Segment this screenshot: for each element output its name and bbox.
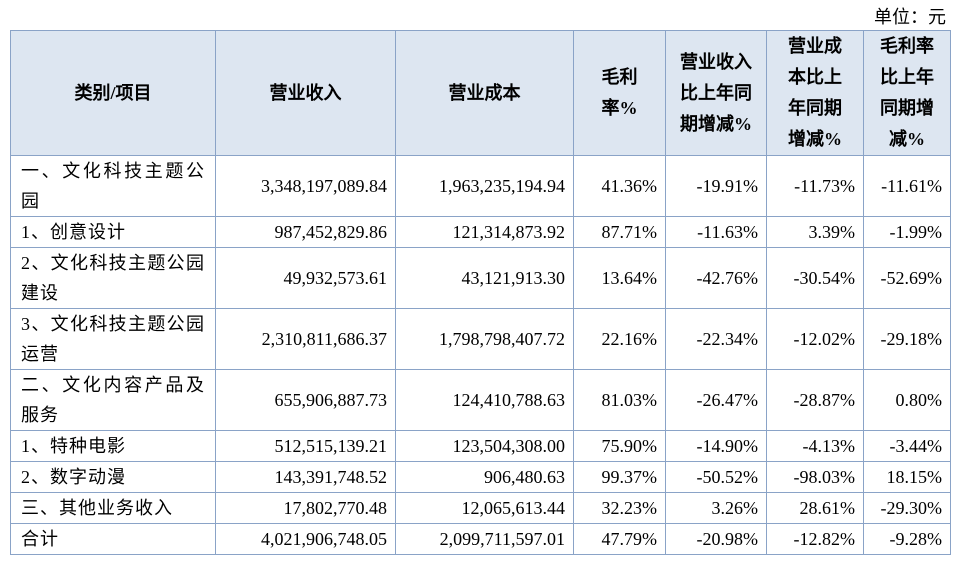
value-cell: 1,963,235,194.94 — [395, 155, 574, 217]
value-cell: -42.76% — [665, 247, 767, 309]
unit-label: 单位：元 — [874, 7, 946, 27]
value-cell: 987,452,829.86 — [215, 216, 396, 248]
value-cell: -11.73% — [766, 155, 864, 217]
header-row: 类别/项目 营业收入 营业成本 毛利率% 营业收入比上年同期增减% 营业成本比上年同期增减… — [10, 30, 951, 156]
table-row: 合计 4,021,906,748.05 2,099,711,597.01 47.79%… — [10, 523, 951, 555]
table-row: 3、文化科技主题公园运营 2,310,811,686.37 1,798,798,40… — [10, 308, 951, 370]
category-cell: 一、文化科技主题公园 — [10, 155, 216, 217]
value-cell: 41.36% — [573, 155, 666, 217]
value-cell: 4,021,906,748.05 — [215, 523, 396, 555]
value-cell: -98.03% — [766, 461, 864, 493]
value-cell: 28.61% — [766, 492, 864, 524]
value-cell: 3,348,197,089.84 — [215, 155, 396, 217]
value-cell: 49,932,573.61 — [215, 247, 396, 309]
value-cell: 2,099,711,597.01 — [395, 523, 574, 555]
value-cell: -22.34% — [665, 308, 767, 370]
value-cell: 22.16% — [573, 308, 666, 370]
category-cell: 1、特种电影 — [10, 430, 216, 462]
value-cell: 2,310,811,686.37 — [215, 308, 396, 370]
value-cell: 3.26% — [665, 492, 767, 524]
table-row: 二、文化内容产品及服务 655,906,887.73 124,410,788.63 8… — [10, 369, 951, 431]
value-cell: 81.03% — [573, 369, 666, 431]
table-body: 一、文化科技主题公园 3,348,197,089.84 1,963,235,194.… — [10, 155, 951, 555]
value-cell: 32.23% — [573, 492, 666, 524]
table-row: 1、特种电影 512,515,139.21 123,504,308.00 75.90%… — [10, 430, 951, 462]
value-cell: 99.37% — [573, 461, 666, 493]
value-cell: -12.82% — [766, 523, 864, 555]
value-cell: 75.90% — [573, 430, 666, 462]
value-cell: 143,391,748.52 — [215, 461, 396, 493]
header-cell: 毛利率比上年同期增减% — [863, 30, 951, 156]
value-cell: -50.52% — [665, 461, 767, 493]
value-cell: 124,410,788.63 — [395, 369, 574, 431]
value-cell: -52.69% — [863, 247, 951, 309]
category-cell: 3、文化科技主题公园运营 — [10, 308, 216, 370]
value-cell: -1.99% — [863, 216, 951, 248]
table-row: 三、其他业务收入 17,802,770.48 12,065,613.44 32.23%… — [10, 492, 951, 524]
category-cell: 1、创意设计 — [10, 216, 216, 248]
value-cell: -12.02% — [766, 308, 864, 370]
value-cell: -11.63% — [665, 216, 767, 248]
category-cell: 二、文化内容产品及服务 — [10, 369, 216, 431]
value-cell: 3.39% — [766, 216, 864, 248]
header-cell: 营业成本 — [395, 30, 574, 156]
value-cell: 17,802,770.48 — [215, 492, 396, 524]
value-cell: -30.54% — [766, 247, 864, 309]
value-cell: 512,515,139.21 — [215, 430, 396, 462]
value-cell: -28.87% — [766, 369, 864, 431]
value-cell: -19.91% — [665, 155, 767, 217]
value-cell: 43,121,913.30 — [395, 247, 574, 309]
value-cell: 18.15% — [863, 461, 951, 493]
value-cell: 12,065,613.44 — [395, 492, 574, 524]
table-row: 2、数字动漫 143,391,748.52 906,480.63 99.37% -50.… — [10, 461, 951, 493]
value-cell: 123,504,308.00 — [395, 430, 574, 462]
value-cell: 655,906,887.73 — [215, 369, 396, 431]
value-cell: 87.71% — [573, 216, 666, 248]
header-cell: 营业成本比上年同期增减% — [766, 30, 864, 156]
table-row: 1、创意设计 987,452,829.86 121,314,873.92 87.71%… — [10, 216, 951, 248]
value-cell: -9.28% — [863, 523, 951, 555]
value-cell: -11.61% — [863, 155, 951, 217]
value-cell: -20.98% — [665, 523, 767, 555]
table-row: 2、文化科技主题公园建设 49,932,573.61 43,121,913.30 13… — [10, 247, 951, 309]
category-cell: 2、文化科技主题公园建设 — [10, 247, 216, 309]
value-cell: 13.64% — [573, 247, 666, 309]
value-cell: -29.30% — [863, 492, 951, 524]
category-cell: 合计 — [10, 523, 216, 555]
header-cell: 营业收入比上年同期增减% — [665, 30, 767, 156]
table-row: 一、文化科技主题公园 3,348,197,089.84 1,963,235,194.… — [10, 155, 951, 217]
category-cell: 2、数字动漫 — [10, 461, 216, 493]
category-cell: 三、其他业务收入 — [10, 492, 216, 524]
value-cell: -29.18% — [863, 308, 951, 370]
value-cell: 47.79% — [573, 523, 666, 555]
header-cell: 毛利率% — [573, 30, 666, 156]
value-cell: -4.13% — [766, 430, 864, 462]
value-cell: -26.47% — [665, 369, 767, 431]
value-cell: 121,314,873.92 — [395, 216, 574, 248]
value-cell: 0.80% — [863, 369, 951, 431]
value-cell: -3.44% — [863, 430, 951, 462]
value-cell: 1,798,798,407.72 — [395, 308, 574, 370]
header-cell: 营业收入 — [215, 30, 396, 156]
header-cell: 类别/项目 — [10, 30, 216, 156]
value-cell: 906,480.63 — [395, 461, 574, 493]
revenue-table: 类别/项目 营业收入 营业成本 毛利率% 营业收入比上年同期增减% 营业成本比上年同期增减… — [10, 30, 951, 555]
value-cell: -14.90% — [665, 430, 767, 462]
